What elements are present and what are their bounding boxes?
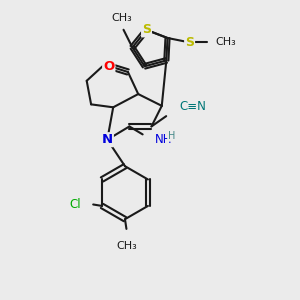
Text: N: N xyxy=(102,133,113,146)
Text: H: H xyxy=(168,131,175,141)
Text: CH₃: CH₃ xyxy=(116,241,137,251)
Text: O: O xyxy=(103,60,114,73)
Text: CH₃: CH₃ xyxy=(112,13,132,23)
Text: S: S xyxy=(142,23,151,36)
Text: C≡N: C≡N xyxy=(179,100,206,113)
Text: S: S xyxy=(185,36,194,49)
Text: Cl: Cl xyxy=(70,198,81,211)
Text: CH₃: CH₃ xyxy=(215,38,236,47)
Text: NH: NH xyxy=(155,133,172,146)
